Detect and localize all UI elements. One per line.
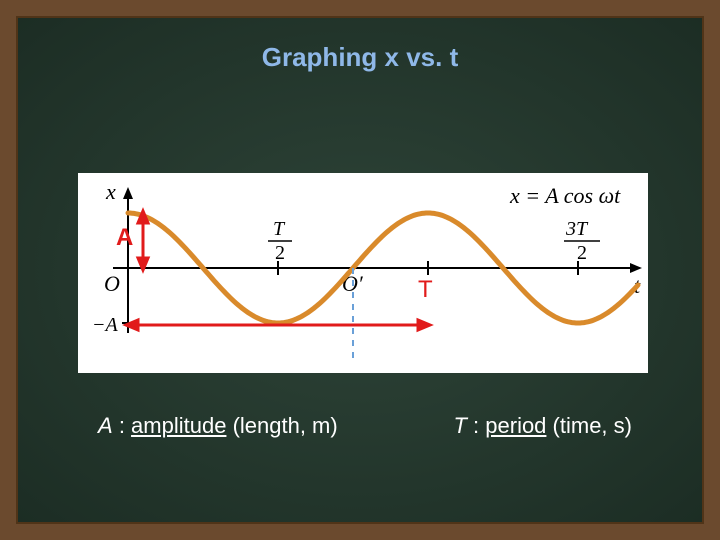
svg-text:3T: 3T (565, 218, 589, 240)
caption-amplitude: A : amplitude (length, m) (98, 413, 338, 439)
chalkboard-frame: Graphing x vs. t (0, 0, 720, 540)
y-axis-label: x (105, 179, 116, 204)
svg-text:2: 2 (577, 242, 587, 264)
tick-threehalf-T: 3T 2 (564, 218, 600, 264)
neg-a-label: −A (92, 314, 118, 336)
origin-label: O (104, 271, 120, 296)
caption-period: T : period (time, s) (453, 413, 632, 439)
period-span-label: T (418, 276, 433, 303)
chalkboard: Graphing x vs. t (16, 16, 704, 524)
equation-label: x = A cos ωt (509, 183, 621, 208)
tick-half-T: T 2 (268, 218, 292, 264)
amplitude-label: A (116, 224, 133, 251)
svg-text:T: T (273, 218, 286, 240)
svg-text:2: 2 (275, 242, 285, 264)
axes (113, 187, 642, 333)
amplitude-arrow (138, 211, 148, 270)
figure-panel: x t O −A O′ T 2 3T 2 (78, 173, 648, 373)
figure-caption: A : amplitude (length, m) T : period (ti… (78, 413, 642, 453)
graph-svg: x t O −A O′ T 2 3T 2 (78, 173, 648, 373)
page-title: Graphing x vs. t (18, 42, 702, 73)
